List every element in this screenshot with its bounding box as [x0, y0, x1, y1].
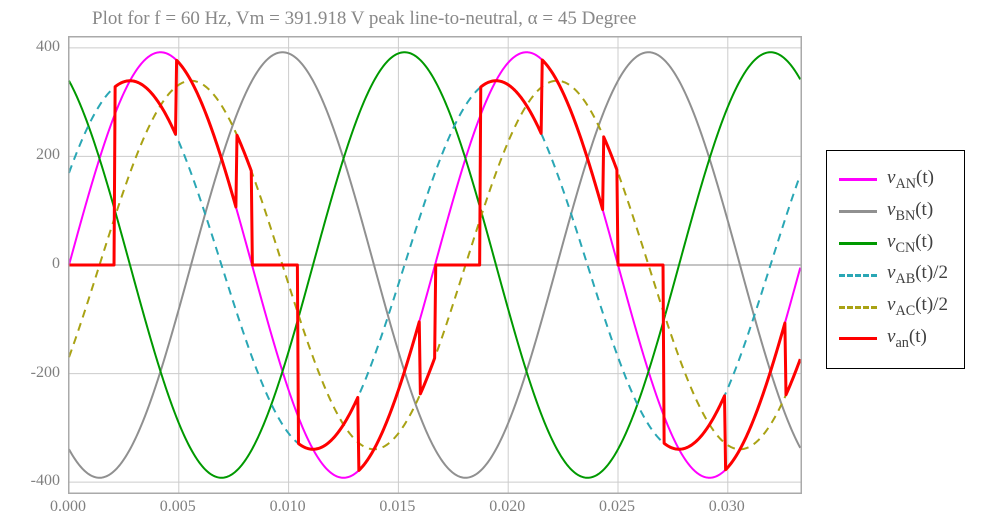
legend-line-icon: [839, 337, 877, 340]
legend-line-icon: [839, 242, 877, 245]
legend-line-icon: [839, 306, 877, 309]
x-tick-label: 0.025: [599, 498, 635, 516]
legend-label: vAB(t)/2: [887, 262, 948, 288]
y-tick-label: 200: [36, 146, 60, 164]
y-tick-label: -400: [31, 472, 60, 490]
x-tick-label: 0.010: [270, 498, 306, 516]
plot-svg: [69, 37, 801, 493]
legend-line-icon: [839, 274, 877, 277]
x-tick-label: 0.015: [379, 498, 415, 516]
y-tick-label: 0: [52, 255, 60, 273]
legend: vAN(t) vBN(t) vCN(t) vAB(t)/2 vAC(t)/2 van(t): [826, 150, 965, 369]
legend-label: vCN(t): [887, 231, 933, 257]
plot-area: [68, 36, 802, 494]
x-tick-label: 0.000: [50, 498, 86, 516]
legend-item: vAC(t)/2: [839, 294, 948, 320]
y-tick-label: -200: [31, 364, 60, 382]
legend-item: vAN(t): [839, 167, 948, 193]
x-tick-label: 0.005: [160, 498, 196, 516]
legend-label: vAC(t)/2: [887, 294, 948, 320]
legend-item: vAB(t)/2: [839, 262, 948, 288]
legend-item: vCN(t): [839, 231, 948, 257]
y-tick-label: 400: [36, 38, 60, 56]
x-tick-label: 0.020: [489, 498, 525, 516]
figure-container: Plot for f = 60 Hz, Vm = 391.918 V peak …: [0, 0, 1000, 528]
legend-label: vBN(t): [887, 199, 933, 225]
chart-title: Plot for f = 60 Hz, Vm = 391.918 V peak …: [92, 8, 636, 30]
legend-line-icon: [839, 210, 877, 213]
legend-label: vAN(t): [887, 167, 934, 193]
legend-line-icon: [839, 178, 877, 181]
legend-item: van(t): [839, 326, 948, 352]
legend-item: vBN(t): [839, 199, 948, 225]
x-tick-label: 0.030: [709, 498, 745, 516]
legend-label: van(t): [887, 326, 927, 352]
